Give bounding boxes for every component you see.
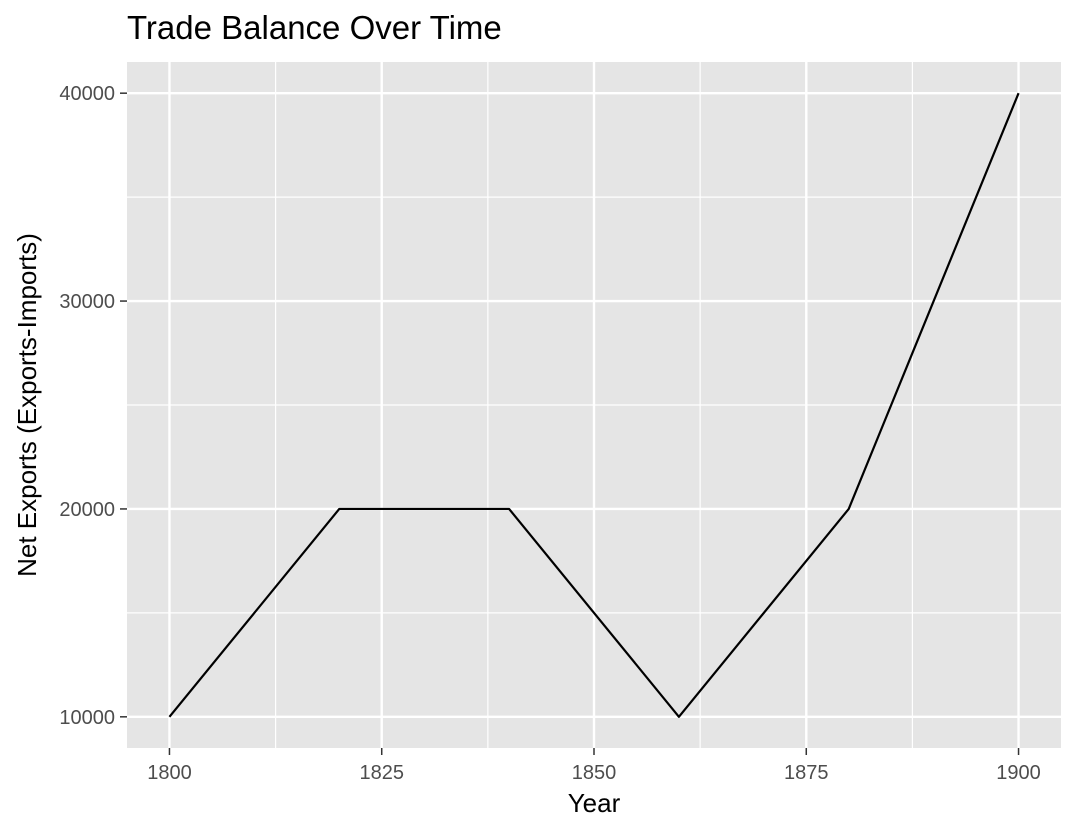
x-tick-label: 1875: [784, 762, 829, 784]
y-tick-label: 40000: [59, 83, 115, 105]
major-gridlines: [127, 62, 1061, 748]
tick-labels: 1800 1825 1850 1875 1900 10000 20000 30000 40000: [59, 83, 1040, 784]
x-tick-label: 1850: [572, 762, 617, 784]
y-tick-label: 10000: [59, 707, 115, 729]
chart-title: Trade Balance Over Time: [127, 9, 502, 46]
x-axis-title: Year: [568, 788, 621, 818]
axis-ticks: [120, 92, 1020, 755]
x-tick-label: 1825: [359, 762, 404, 784]
x-tick-label: 1900: [996, 762, 1041, 784]
y-axis-title: Net Exports (Exports-Imports): [12, 233, 42, 577]
y-tick-label: 30000: [59, 291, 115, 313]
series-layer: [168, 92, 1020, 718]
series-line-0: [168, 92, 1020, 718]
y-tick-label: 20000: [59, 499, 115, 521]
x-tick-label: 1800: [147, 762, 192, 784]
